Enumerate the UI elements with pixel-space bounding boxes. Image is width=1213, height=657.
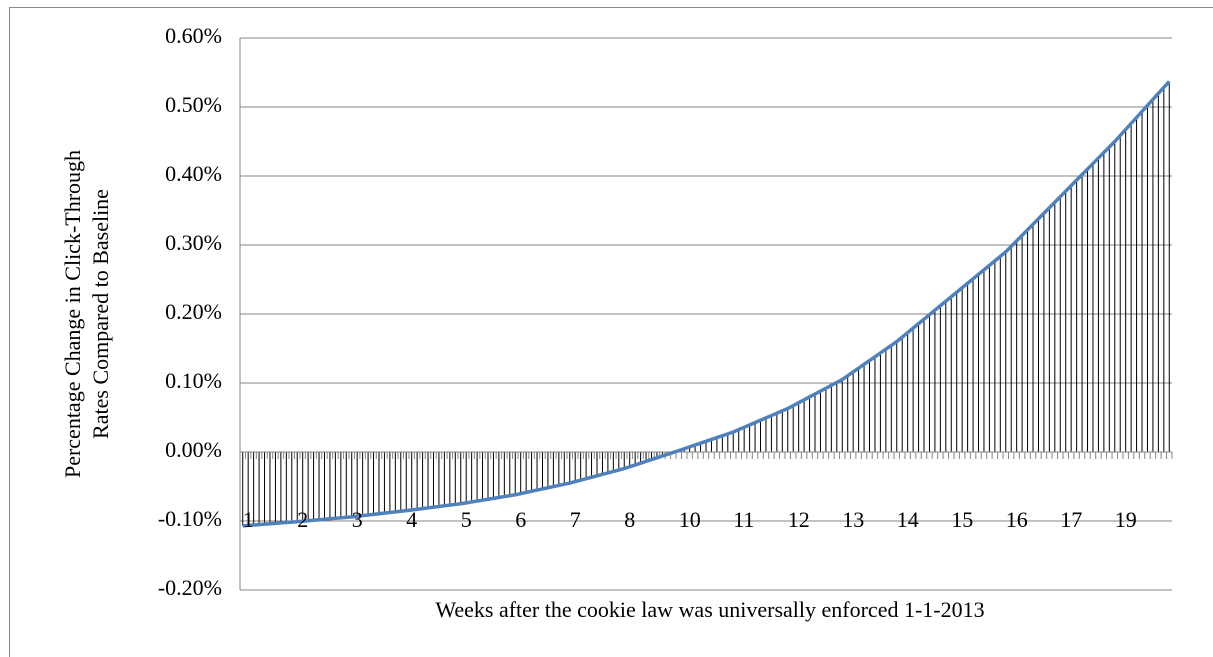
- y-tick-label: -0.20%: [158, 575, 222, 600]
- series-line: [242, 80, 1171, 528]
- y-tick-label: 0.40%: [165, 161, 222, 186]
- x-tick-label: 8: [624, 507, 635, 532]
- x-tick-label: 7: [570, 507, 581, 532]
- x-tick-label: 2: [297, 507, 308, 532]
- x-tick-label: 6: [515, 507, 526, 532]
- x-tick-label: 14: [897, 507, 919, 532]
- y-tick-label: 0.50%: [165, 92, 222, 117]
- y-axis-title-line: Percentage Change in Click-Through: [60, 150, 85, 478]
- x-axis-title: Weeks after the cookie law was universal…: [435, 597, 984, 622]
- x-tick-label: 4: [406, 507, 417, 532]
- y-axis-title-line: Rates Compared to Baseline: [88, 189, 113, 439]
- chart-frame: [9, 7, 1213, 657]
- y-tick-label: 0.00%: [165, 437, 222, 462]
- x-tick-label: 5: [461, 507, 472, 532]
- y-tick-label: -0.10%: [158, 506, 222, 531]
- y-tick-label: 0.10%: [165, 368, 222, 393]
- x-tick-label: 15: [951, 507, 973, 532]
- x-tick-label: 19: [1115, 507, 1137, 532]
- x-tick-label: 13: [842, 507, 864, 532]
- x-tick-label: 12: [788, 507, 810, 532]
- x-tick-label: 16: [1006, 507, 1028, 532]
- y-tick-label: 0.30%: [165, 230, 222, 255]
- x-tick-label: 3: [352, 507, 363, 532]
- x-tick-label: 10: [679, 507, 701, 532]
- y-tick-label: 0.20%: [165, 299, 222, 324]
- x-tick-label: 11: [733, 507, 754, 532]
- y-axis-title: Percentage Change in Click-Through Rates …: [60, 150, 113, 478]
- x-tick-label: 17: [1060, 507, 1082, 532]
- y-tick-label: 0.60%: [165, 23, 222, 48]
- x-tick-label: 1: [243, 507, 254, 532]
